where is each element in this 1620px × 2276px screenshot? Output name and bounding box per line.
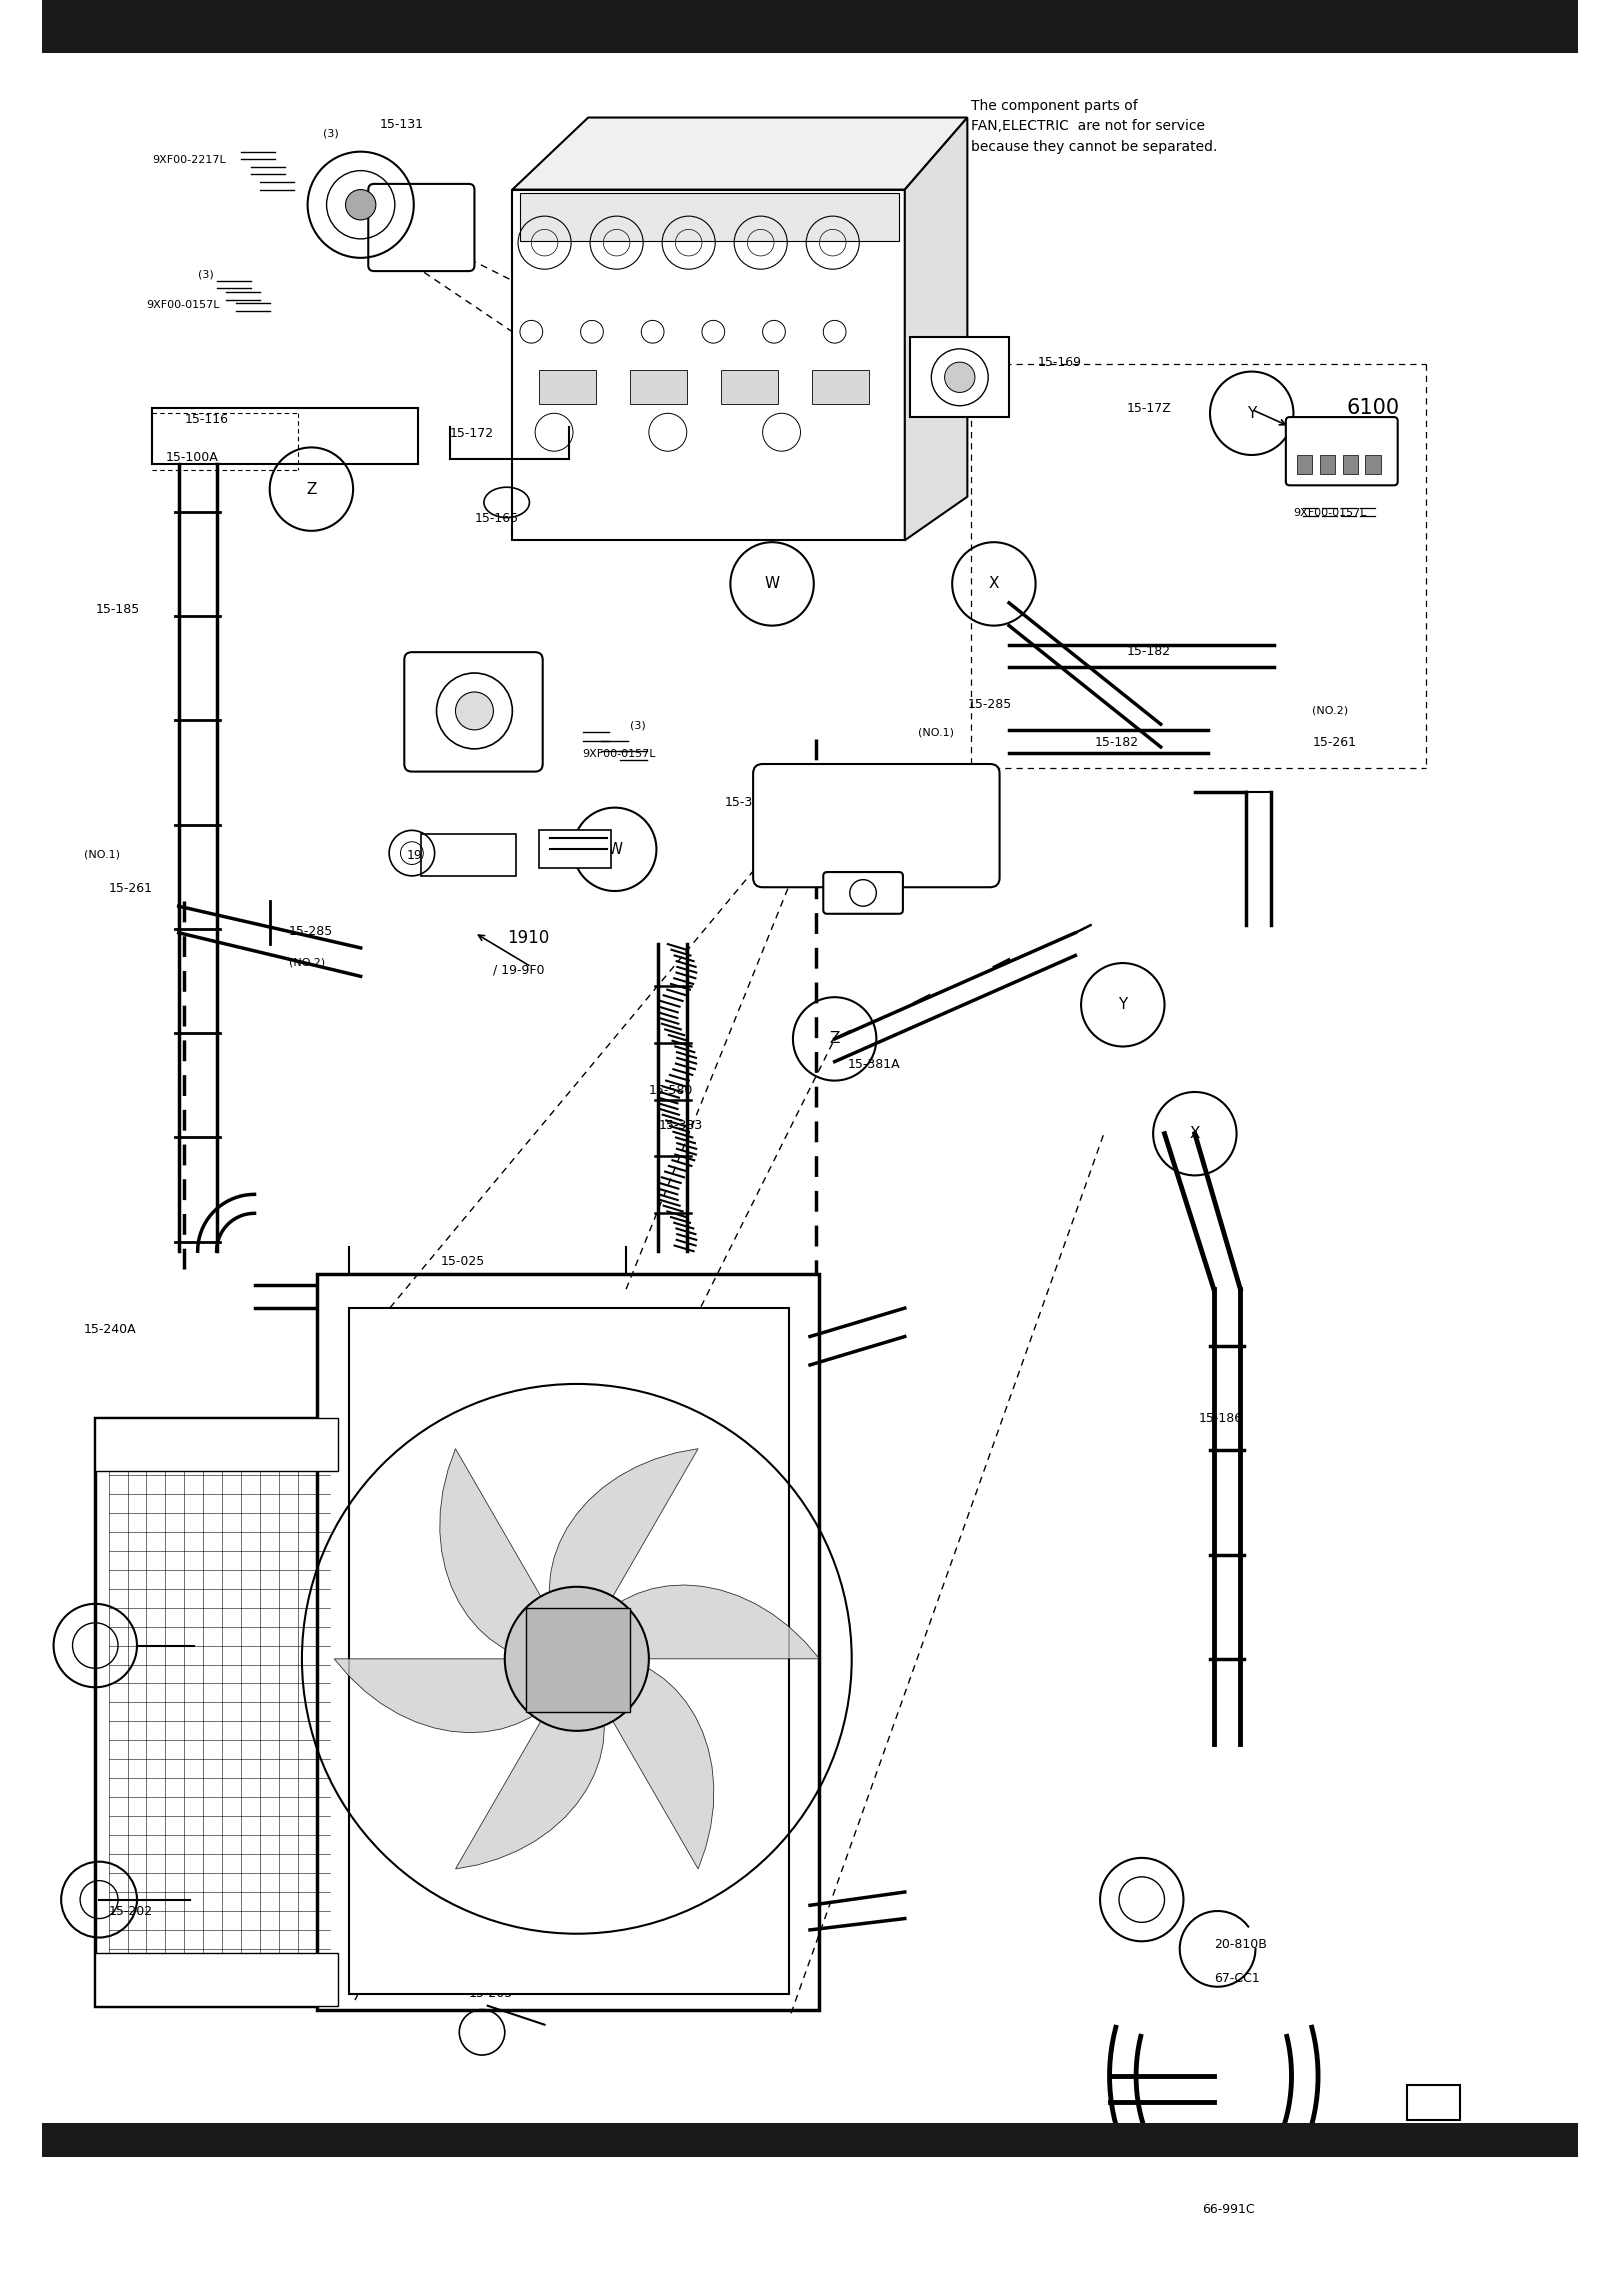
Bar [539,369,596,403]
Circle shape [345,189,376,221]
Text: 15-182: 15-182 [1126,644,1171,658]
Text: 15-172: 15-172 [450,426,494,439]
Bar [910,337,1009,417]
Text: 15-261: 15-261 [109,881,152,894]
Text: W: W [608,842,622,856]
FancyBboxPatch shape [405,653,543,772]
Text: 15-100A: 15-100A [165,451,219,464]
Bar [520,193,899,241]
Text: Y: Y [1118,997,1128,1013]
Text: / 61-211: / 61-211 [1327,439,1380,453]
FancyBboxPatch shape [823,872,902,913]
Text: 15-261: 15-261 [1312,735,1356,749]
Polygon shape [96,2246,194,2276]
Text: 20-810B: 20-810B [1213,1937,1267,1951]
Bar [812,369,868,403]
FancyBboxPatch shape [753,765,1000,888]
Bar [42,2124,1578,2158]
Polygon shape [906,118,967,539]
Bar [350,1309,789,1994]
Bar [1298,455,1312,473]
Bar [318,1275,820,2010]
Bar [539,831,611,867]
Text: Z: Z [829,1031,839,1047]
Text: (NO.1): (NO.1) [919,728,954,737]
Text: Y: Y [1247,405,1257,421]
Bar [89,2256,204,2276]
Text: 6100: 6100 [1346,398,1400,419]
Bar [96,1418,339,1470]
Polygon shape [549,1448,698,1659]
Text: 15-293: 15-293 [564,856,608,869]
Text: 19-942: 19-942 [407,849,450,863]
Polygon shape [441,1448,577,1659]
Text: W: W [765,576,779,592]
Text: 9XF00-0157L: 9XF00-0157L [583,749,656,758]
Text: 15-116: 15-116 [185,414,228,426]
Text: (3): (3) [198,269,214,280]
Text: 15-185: 15-185 [96,603,139,617]
Polygon shape [577,1584,820,1659]
Text: (3): (3) [630,721,646,731]
Bar [1366,455,1380,473]
Text: 15-17Z: 15-17Z [1126,403,1171,414]
Circle shape [505,1586,650,1730]
Polygon shape [512,118,967,189]
Text: 15-381A: 15-381A [847,1058,901,1070]
Bar [1320,455,1335,473]
Bar [721,369,778,403]
Polygon shape [577,1659,714,1869]
Text: 15-165: 15-165 [475,512,518,526]
Text: X: X [988,576,1000,592]
Circle shape [554,1636,599,1682]
Text: The component parts of
FAN,ELECTRIC  are not for service
because they cannot be : The component parts of FAN,ELECTRIC are … [970,98,1218,155]
Bar [421,833,517,876]
Text: 9XF00-2217L: 9XF00-2217L [152,155,225,166]
Bar [42,0,1578,52]
Text: 15-182: 15-182 [1095,735,1139,749]
Text: (NO.1): (NO.1) [84,849,120,860]
Circle shape [944,362,975,391]
Circle shape [455,692,494,731]
Text: Z: Z [306,483,316,496]
Text: 15-203: 15-203 [468,1987,514,2001]
Text: 15-285: 15-285 [967,699,1011,710]
Text: 15-350: 15-350 [891,824,936,838]
Polygon shape [512,189,906,539]
Text: (NO.2): (NO.2) [1312,706,1348,715]
Text: (NO.2): (NO.2) [288,958,324,967]
Text: 15-240A: 15-240A [84,1322,136,1336]
Polygon shape [334,1659,577,1732]
Bar [1343,455,1358,473]
FancyBboxPatch shape [368,184,475,271]
Bar [96,1418,339,2005]
Text: 1910: 1910 [507,929,549,947]
Text: X: X [1189,1127,1200,1140]
Text: 15-025: 15-025 [441,1254,484,1268]
Text: 15-202: 15-202 [109,1905,152,1919]
Text: (3): (3) [322,130,339,139]
Polygon shape [455,1659,604,1869]
Bar [96,1953,339,2005]
Text: 67-CC1: 67-CC1 [1213,1971,1260,1985]
Text: 15-131: 15-131 [379,118,424,130]
Text: 15-383: 15-383 [658,1118,703,1131]
Text: 15-285: 15-285 [288,924,332,938]
Text: / 19-9F0: / 19-9F0 [494,963,544,976]
Text: (4): (4) [1351,473,1366,485]
Bar [525,1607,630,1712]
FancyBboxPatch shape [1286,417,1398,485]
Text: 66-991C: 66-991C [1202,2203,1256,2217]
Bar [1408,2085,1460,2119]
Bar [630,369,687,403]
Text: 15-355A: 15-355A [724,797,778,810]
Text: 15-580: 15-580 [650,1083,693,1097]
Text: 15-186: 15-186 [1199,1413,1243,1425]
Text: 9XF00-0157L: 9XF00-0157L [146,300,220,310]
Text: 15-169: 15-169 [1037,357,1082,369]
Text: 9XF00-0157L: 9XF00-0157L [1293,508,1367,519]
Text: 15-200: 15-200 [608,1948,651,1962]
